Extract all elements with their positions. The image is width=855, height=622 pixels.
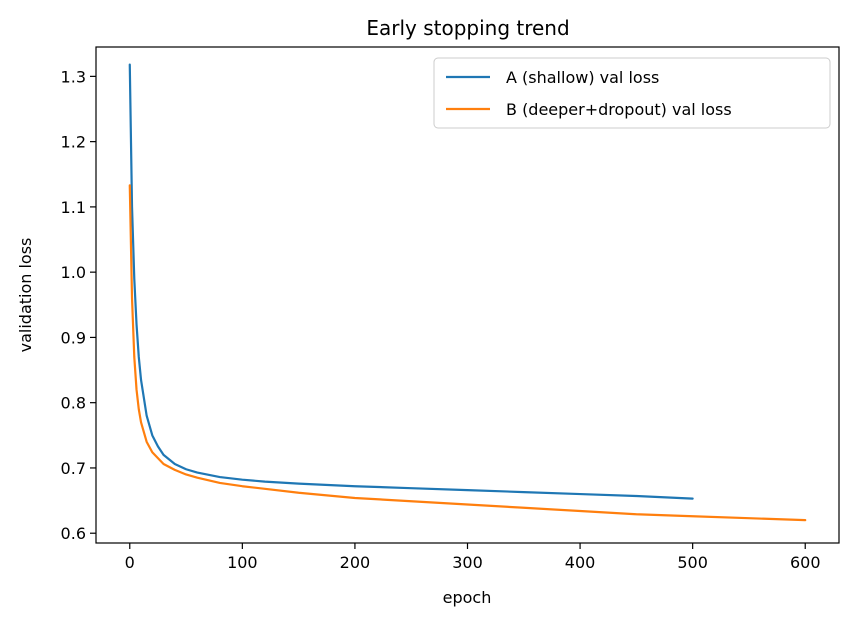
y-tick-label: 1.0 (61, 263, 86, 282)
y-tick-label: 1.2 (61, 133, 86, 152)
series-line-a-shallow (128, 63, 694, 500)
x-tick-label: 600 (790, 553, 821, 572)
legend-entry-label: A (shallow) val loss (506, 68, 659, 87)
x-axis: 0 100 200 300 400 500 600 (125, 543, 821, 572)
x-tick-label: 100 (227, 553, 258, 572)
x-tick-label: 0 (125, 553, 135, 572)
x-tick-label: 200 (340, 553, 371, 572)
y-tick-label: 1.3 (61, 67, 86, 86)
x-tick-label: 500 (677, 553, 708, 572)
legend: A (shallow) val loss B (deeper+dropout) v… (433, 57, 831, 129)
y-tick-label: 1.1 (61, 198, 86, 217)
y-tick-label: 0.9 (61, 328, 86, 347)
x-tick-label: 400 (565, 553, 596, 572)
legend-entry-label: B (deeper+dropout) val loss (506, 100, 732, 119)
x-axis-label: epoch (443, 588, 492, 607)
series-layer (128, 63, 807, 522)
y-tick-label: 0.6 (61, 524, 86, 543)
legend-box (433, 57, 831, 129)
y-tick-label: 0.7 (61, 459, 86, 478)
y-axis-label: validation loss (16, 238, 35, 353)
y-tick-label: 0.8 (61, 394, 86, 413)
series-line-b-deeper-dropout (128, 184, 807, 522)
y-axis: 0.6 0.7 0.8 0.9 1.0 1.1 1.2 1.3 (61, 67, 96, 543)
x-tick-label: 300 (452, 553, 483, 572)
chart-title: Early stopping trend (366, 16, 569, 40)
